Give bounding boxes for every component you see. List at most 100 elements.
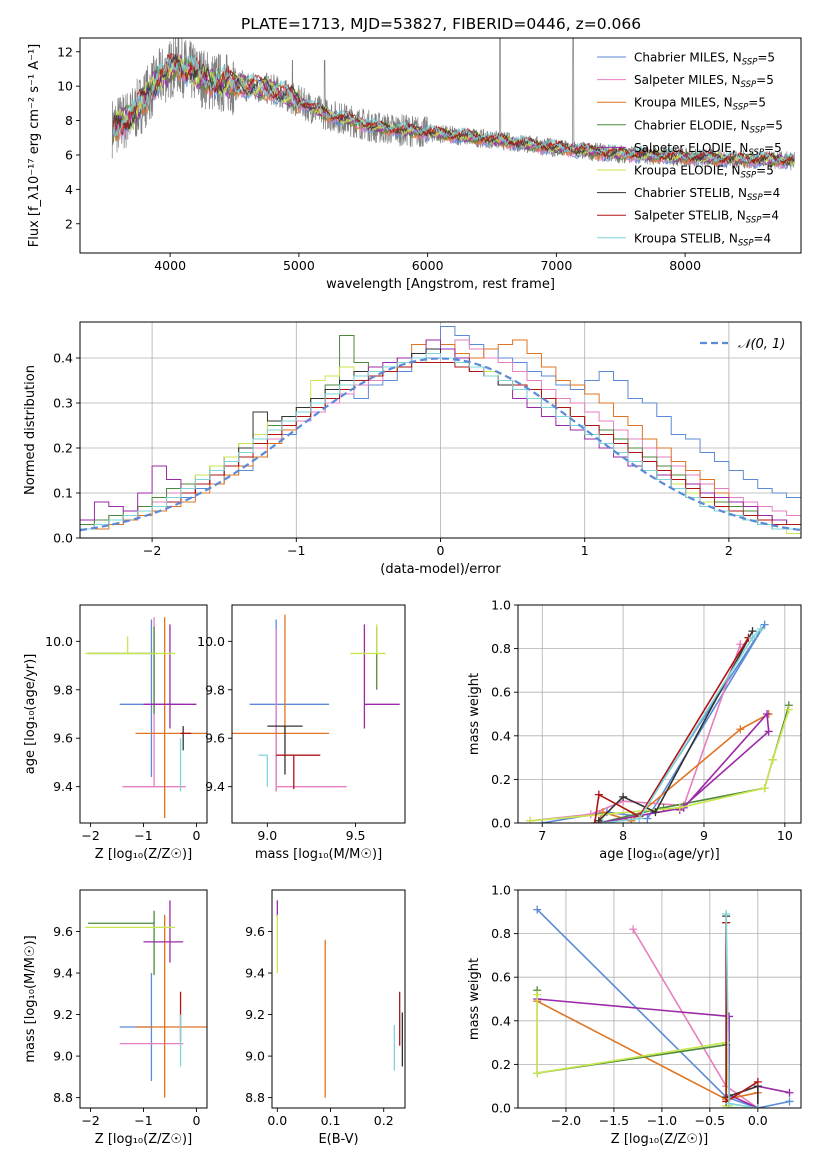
x-tick-label: −2 (143, 543, 161, 558)
y-tick-label: 8.8 (53, 1090, 73, 1105)
errorbar-point (143, 624, 197, 729)
plus-marker (533, 905, 542, 914)
x-tick-label: −1 (287, 543, 305, 558)
axes-frame (231, 604, 406, 824)
plot-area (526, 620, 793, 823)
y-tick-label: 9.8 (53, 682, 73, 697)
axes-frame (271, 889, 406, 1109)
plus-marker (784, 705, 793, 714)
y-tick-label: 6 (65, 147, 73, 162)
y-tick-label: 9.2 (245, 1007, 265, 1022)
x-tick-label: 0.2 (374, 1113, 394, 1128)
y-axis-ticks: 8.8 9.0 9.2 9.4 9.6 (53, 924, 80, 1105)
chart-age_vs_mass: 9.0 9.5 9.4 9.6 9.8 10.0 mass [log₁₀(M/M☉)] (197, 604, 406, 862)
y-tick-label: 0.4 (53, 351, 73, 366)
y-tick-label: 0.6 (491, 970, 511, 985)
plus-marker (590, 819, 599, 823)
plot-area (111, 38, 795, 171)
y-axis-label: Normed distribution (23, 365, 38, 495)
x-tick-label: 1 (581, 543, 589, 558)
plus-marker (598, 819, 607, 823)
weight-series-line (537, 998, 790, 1108)
y-tick-label: 9.2 (53, 1007, 73, 1022)
errorbar-point (275, 629, 347, 792)
y-axis-label: mass [log₁₀(M/M☉)] (23, 935, 38, 1062)
histogram-step-series (80, 353, 801, 530)
x-tick-label: 8 (619, 828, 627, 843)
x-tick-label: 4000 (154, 258, 186, 273)
plus-marker (594, 790, 603, 799)
x-axis-label: Z [log₁₀(Z/Z☉)] (95, 847, 192, 862)
y-tick-label: 9.6 (245, 924, 265, 939)
y-tick-label: 0.8 (491, 926, 511, 941)
weight-series-line (594, 637, 750, 823)
legend-label: Kroupa ELODIE, NSSP=5 (634, 164, 774, 181)
x-tick-label: 7000 (540, 258, 572, 273)
y-tick-label: 1.0 (491, 883, 511, 898)
plus-marker (659, 803, 668, 812)
y-axis-ticks: 0.0 0.2 0.4 0.6 0.8 1.0 (491, 883, 518, 1116)
axes-frame (79, 37, 802, 254)
y-axis-ticks: 8.8 9.0 9.2 9.4 9.6 (245, 924, 272, 1105)
y-tick-label: 0.0 (491, 1101, 511, 1116)
x-axis-ticks: −2.0 −1.5 −1.0 −0.5 0.0 (551, 1108, 768, 1128)
x-axis-ticks: 7 8 9 10 (538, 823, 793, 843)
x-axis-label: mass [log₁₀(M/M☉)] (255, 847, 382, 862)
weight-series-line (602, 628, 762, 823)
plus-marker (748, 633, 757, 642)
y-axis-ticks: 9.4 9.6 9.8 10.0 (45, 634, 80, 794)
axes-frame (517, 604, 802, 824)
plus-marker (619, 792, 628, 801)
plus-marker (594, 816, 603, 823)
gaussian-curve (80, 357, 801, 532)
errorbar-point (267, 725, 303, 775)
legend-label: Chabrier ELODIE, NSSP=5 (634, 118, 783, 135)
plus-marker (768, 755, 777, 764)
y-tick-label: 1.0 (491, 598, 511, 613)
legend-label: Salpeter STELIB, NSSP=4 (634, 209, 779, 226)
y-tick-label: 0.0 (491, 816, 511, 831)
plot-area (80, 326, 801, 534)
x-tick-label: 2 (725, 543, 733, 558)
errorbar-point (350, 624, 386, 655)
model-spectrum-line (113, 54, 795, 165)
plus-marker (526, 816, 535, 823)
y-tick-label: 9.0 (53, 1049, 73, 1064)
x-tick-label: 8000 (669, 258, 701, 273)
chart-age_vs_Z: −2 −1 0 9.4 9.6 9.8 10.0 Z [log₁₀(Z/Z☉)] age [lo… (23, 604, 208, 862)
y-axis-ticks: 0.0 0.2 0.4 0.6 0.8 1.0 (491, 598, 518, 831)
x-tick-label: −0.5 (695, 1113, 725, 1128)
x-tick-label: 0.0 (267, 1113, 287, 1128)
y-tick-label: 9.6 (205, 731, 225, 746)
x-tick-label: −2 (81, 1113, 99, 1128)
x-axis-ticks: −2 −1 0 1 2 (143, 538, 733, 558)
x-axis-ticks: 0.0 0.1 0.2 (267, 1108, 394, 1128)
x-tick-label: 10 (777, 828, 793, 843)
x-axis-ticks: 4000 5000 6000 7000 8000 (154, 253, 701, 273)
errorbar-point (363, 624, 400, 729)
x-tick-label: 5000 (283, 258, 315, 273)
x-axis-ticks: −2 −1 0 (81, 1108, 200, 1128)
plot-area (232, 614, 400, 792)
chart-mass_weight_vs_age: 7 8 9 10 0.0 0.2 0.4 0.6 0.8 1.0 age [log₁₀(age/yr… (467, 598, 802, 862)
chart-mass_vs_ebv: 0.0 0.1 0.2 8.8 9.0 9.2 9.4 9.6 E(B-V) (245, 889, 406, 1147)
x-axis-label: E(B-V) (318, 1132, 358, 1147)
x-tick-label: 0 (192, 1113, 200, 1128)
plus-marker (586, 810, 595, 819)
y-tick-label: 9.0 (245, 1049, 265, 1064)
y-tick-label: 9.6 (53, 924, 73, 939)
errorbar-point (258, 754, 268, 787)
y-axis-label: age [log₁₀(age/yr)] (23, 654, 38, 775)
plot-area (533, 905, 794, 1108)
x-tick-label: −1 (134, 828, 152, 843)
y-tick-label: 0.1 (53, 486, 73, 501)
y-axis-label: mass weight (467, 958, 482, 1040)
errorbar-point (143, 900, 184, 963)
legend-label: Kroupa MILES, NSSP=5 (634, 96, 766, 113)
y-tick-label: 8 (65, 113, 73, 128)
y-tick-label: 0.0 (53, 531, 73, 546)
errorbar-point (87, 910, 155, 976)
y-tick-label: 12 (57, 44, 73, 59)
errorbar-point (232, 614, 330, 735)
